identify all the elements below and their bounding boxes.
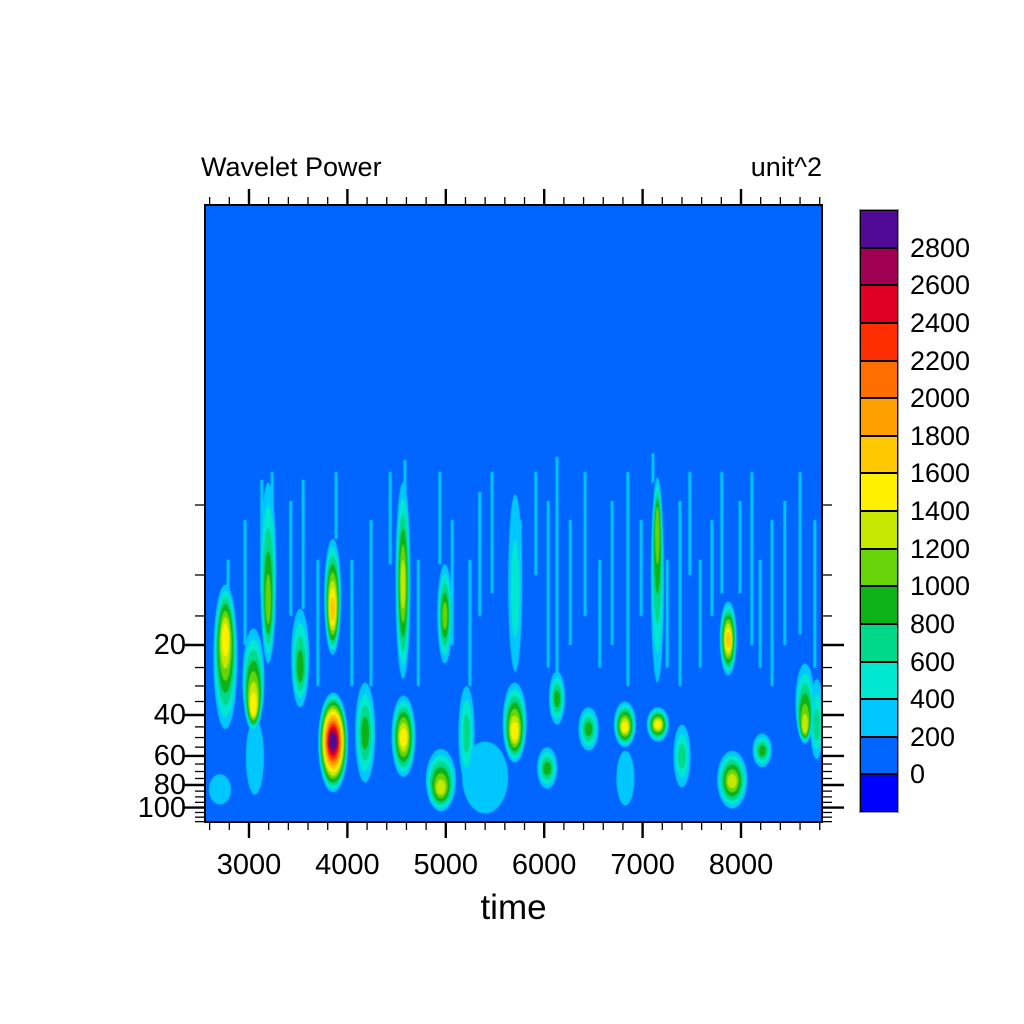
colorbar-segment bbox=[860, 473, 898, 511]
colorbar-segment bbox=[860, 210, 898, 248]
colorbar-tick-label: 1000 bbox=[910, 571, 971, 602]
x-tick-label: 8000 bbox=[708, 849, 774, 881]
colorbar-tick-label: 2000 bbox=[910, 383, 971, 414]
x-tick-label: 4000 bbox=[315, 849, 380, 881]
colorbar-tick-label: 200 bbox=[910, 721, 956, 752]
colorbar-segment bbox=[860, 247, 898, 286]
y-tick-label: 60 bbox=[153, 739, 186, 772]
y-tick-label: 100 bbox=[137, 791, 186, 824]
colorbar-tick-label: 1800 bbox=[910, 420, 971, 451]
x-tick-label: 7000 bbox=[610, 849, 675, 881]
colorbar bbox=[859, 209, 899, 813]
x-tick-label: 6000 bbox=[511, 849, 577, 881]
colorbar-tick-label: 2600 bbox=[910, 270, 971, 301]
colorbar-segment bbox=[860, 774, 898, 812]
x-axis-title: time bbox=[480, 888, 547, 927]
colorbar-tick-label: 800 bbox=[910, 608, 956, 639]
colorbar-tick-label: 2400 bbox=[910, 307, 971, 338]
colorbar-tick-label: 400 bbox=[910, 684, 956, 715]
colorbar-segment bbox=[860, 699, 898, 737]
colorbar-segment bbox=[860, 623, 898, 662]
colorbar-tick-label: 1200 bbox=[910, 533, 971, 564]
colorbar-segment bbox=[860, 435, 898, 474]
colorbar-segment bbox=[860, 285, 898, 323]
colorbar-tick-label: 1600 bbox=[910, 458, 971, 489]
colorbar-segment bbox=[860, 548, 898, 587]
colorbar-segment bbox=[860, 511, 898, 549]
colorbar-segment bbox=[860, 661, 898, 700]
wavelet-heatmap-canvas bbox=[205, 205, 822, 822]
y-tick-label: 40 bbox=[153, 699, 186, 731]
colorbar-segment bbox=[860, 322, 898, 361]
colorbar-segment bbox=[860, 398, 898, 436]
y-tick-label: 80 bbox=[153, 769, 186, 801]
colorbar-tick-label: 2200 bbox=[910, 345, 971, 376]
colorbar-tick-label: 0 bbox=[910, 759, 926, 790]
x-tick-label: 3000 bbox=[216, 849, 282, 881]
colorbar-segment bbox=[860, 736, 898, 775]
colorbar-tick-label: 2800 bbox=[910, 232, 971, 263]
colorbar-segment bbox=[860, 586, 898, 624]
colorbar-segment bbox=[860, 360, 898, 399]
colorbar-tick-label: 1400 bbox=[910, 496, 971, 526]
colorbar-tick-label: 600 bbox=[910, 646, 956, 677]
x-tick-label: 5000 bbox=[413, 849, 479, 881]
y-tick-label: 20 bbox=[153, 629, 186, 661]
plot-area bbox=[205, 205, 822, 822]
units-label: unit^2 bbox=[750, 152, 822, 182]
plot-title: Wavelet Power bbox=[201, 152, 382, 182]
